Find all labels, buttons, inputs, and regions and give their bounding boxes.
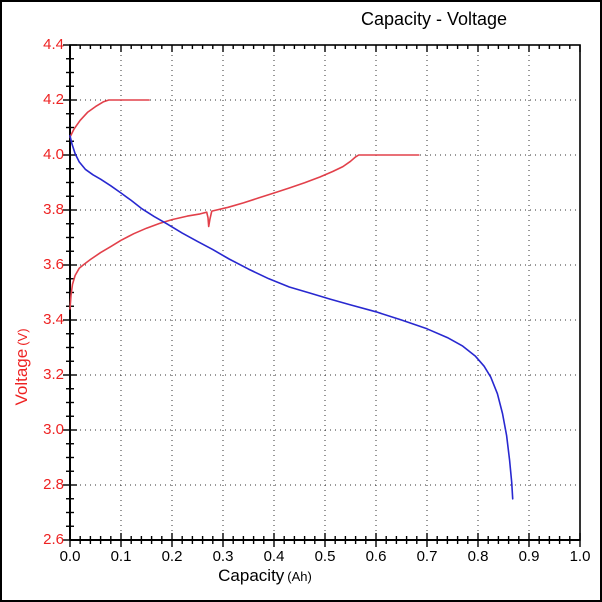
- x-tick-label: 0.8: [467, 548, 489, 565]
- x-axis-title: Capacity (Ah): [218, 566, 312, 586]
- charge-cv-top-curve: [69, 99, 150, 138]
- y-axis-unit: (V): [15, 328, 30, 346]
- x-tick-label: 0.9: [518, 548, 540, 565]
- x-tick-label: 0.2: [161, 548, 183, 565]
- x-tick-label: 1.0: [569, 548, 591, 565]
- y-tick-label: 3.2: [43, 366, 64, 383]
- y-tick-label: 4.0: [43, 146, 64, 163]
- charge-cc-curve: [69, 154, 420, 310]
- discharge-curve: [69, 135, 514, 500]
- y-axis-title: Voltage (V): [12, 328, 32, 405]
- chart-title: Capacity - Voltage: [360, 9, 508, 29]
- x-tick-label: 0.7: [416, 548, 438, 565]
- y-tick-label: 2.8: [43, 476, 64, 493]
- x-tick-label: 0.4: [263, 548, 285, 565]
- x-tick-label: 0.0: [59, 548, 81, 565]
- y-tick-label: 3.0: [43, 421, 64, 438]
- x-axis-unit: (Ah): [287, 569, 312, 584]
- x-tick-label: 0.6: [365, 548, 387, 565]
- y-tick-label: 2.6: [43, 531, 64, 548]
- y-tick-label: 3.8: [43, 201, 64, 218]
- y-tick-label: 3.4: [43, 311, 64, 328]
- y-tick-label: 4.2: [43, 91, 64, 108]
- x-tick-label: 0.5: [314, 548, 336, 565]
- y-tick-label: 3.6: [43, 256, 64, 273]
- x-tick-label: 0.3: [212, 548, 234, 565]
- y-axis-title-text: Voltage: [12, 348, 31, 406]
- x-axis-title-text: Capacity: [218, 566, 285, 585]
- y-tick-label: 4.4: [43, 36, 64, 53]
- x-tick-label: 0.1: [110, 548, 132, 565]
